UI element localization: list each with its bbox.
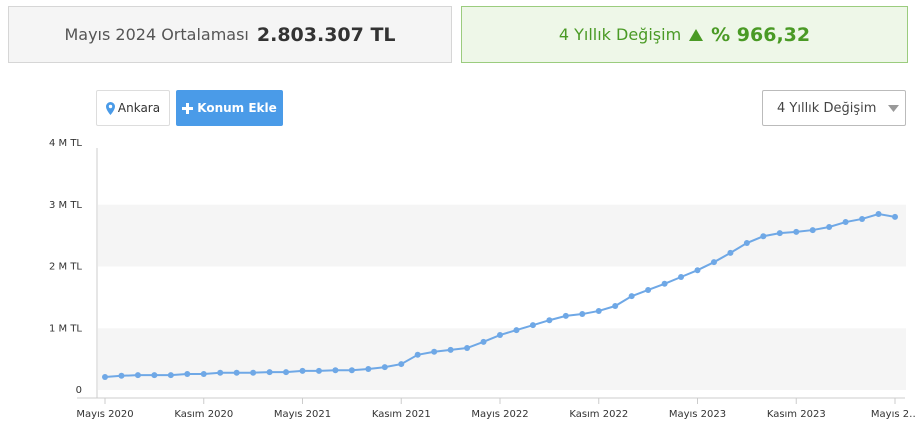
point: [431, 348, 438, 355]
point: [645, 286, 652, 293]
summary-value: 2.803.307 TL: [256, 23, 396, 46]
add-label: Konum Ekle: [197, 101, 277, 115]
change-value: % 966,32: [711, 23, 811, 46]
x-tick-label: Mayıs 2021: [274, 409, 331, 420]
point: [398, 361, 405, 368]
add-location-button[interactable]: Konum Ekle: [176, 90, 283, 126]
point: [513, 327, 520, 334]
point: [892, 213, 898, 220]
x-tick-label: Kasım 2023: [767, 409, 826, 420]
point: [760, 233, 767, 240]
grid-band: [98, 204, 906, 267]
point: [381, 364, 388, 371]
point: [200, 370, 207, 377]
point: [776, 230, 783, 237]
point: [480, 338, 487, 345]
pin-icon: [105, 101, 115, 115]
x-tick-label: Mayıs 2022: [471, 409, 528, 420]
x-tick-label: Kasım 2020: [174, 409, 233, 420]
point: [743, 240, 750, 247]
point: [250, 369, 257, 376]
location-button[interactable]: Ankara: [96, 90, 170, 126]
plus-icon: [182, 102, 194, 114]
location-label: Ankara: [117, 101, 161, 115]
point: [283, 369, 290, 376]
x-tick-label: Kasım 2022: [569, 409, 628, 420]
point: [266, 369, 273, 376]
x-tick-label: Mayıs 2023: [669, 409, 726, 420]
point: [875, 211, 882, 218]
point: [447, 346, 454, 353]
period-select[interactable]: 4 Yıllık Değişim: [762, 90, 906, 126]
point: [612, 303, 619, 310]
point: [233, 369, 240, 376]
y-tick-label: 0: [76, 385, 82, 396]
point: [315, 367, 322, 374]
grid-band: [98, 328, 906, 390]
point: [628, 293, 635, 300]
point: [332, 367, 339, 374]
point: [710, 259, 717, 266]
point: [678, 273, 685, 280]
period-label: 4 Yıllık Değişim: [777, 100, 877, 116]
point: [464, 345, 471, 352]
point: [546, 317, 553, 324]
point: [562, 312, 569, 319]
point: [184, 370, 191, 377]
x-tick-label: Mayıs 2020: [76, 409, 133, 420]
point: [365, 366, 372, 373]
point: [167, 372, 174, 379]
point: [151, 372, 158, 379]
point: [299, 367, 306, 374]
point: [826, 223, 833, 230]
point: [694, 267, 701, 274]
point: [859, 215, 866, 222]
point: [595, 307, 602, 314]
point: [414, 351, 421, 358]
x-tick-label: Mayıs 2…: [871, 409, 916, 420]
x-tick-label: Kasım 2021: [372, 409, 431, 420]
point: [134, 372, 141, 379]
point: [217, 369, 224, 376]
dropdown-caret: [888, 104, 900, 112]
y-tick-label: 3 M TL: [49, 200, 82, 211]
point: [348, 367, 355, 374]
point: [497, 332, 503, 339]
point: [661, 280, 668, 287]
up-arrow: [689, 28, 704, 41]
y-tick-label: 2 M TL: [49, 262, 82, 273]
y-tick-label: 4 M TL: [49, 138, 82, 149]
change-box: 4 Yıllık Değişim % 966,32: [461, 6, 908, 63]
y-tick-label: 1 M TL: [49, 323, 82, 334]
summary-label: Mayıs 2024 Ortalaması: [64, 25, 249, 44]
point: [579, 311, 586, 318]
point: [118, 372, 125, 379]
point: [842, 219, 849, 226]
point: [102, 374, 108, 381]
change-label: 4 Yıllık Değişim: [558, 25, 682, 44]
point: [809, 227, 816, 234]
point: [793, 228, 800, 235]
point: [529, 322, 536, 329]
point: [727, 249, 734, 256]
summary-box: Mayıs 2024 Ortalaması 2.803.307 TL: [8, 6, 452, 63]
